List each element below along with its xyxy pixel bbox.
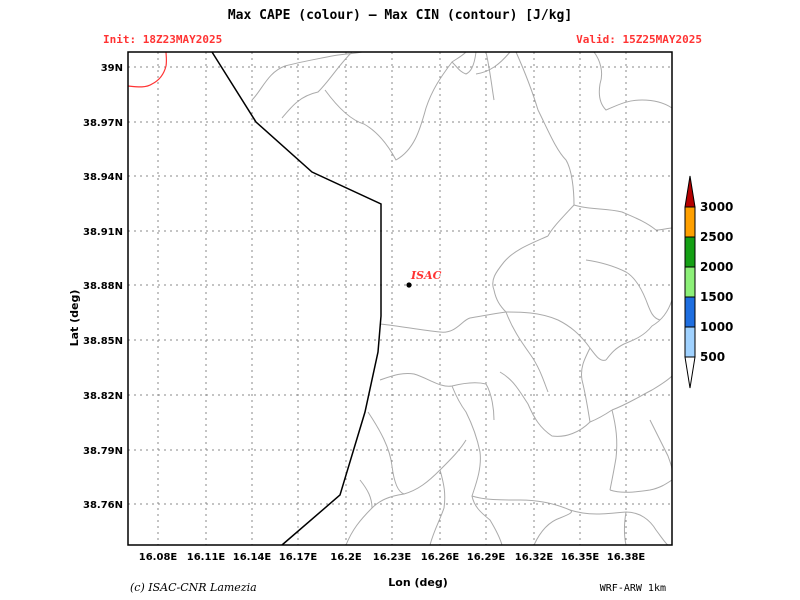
x-tick-label: 16.35E [561, 552, 600, 563]
y-tick-label: 38.91N [83, 227, 123, 238]
x-tick-label: 16.32E [515, 552, 554, 563]
y-tick-label: 38.85N [83, 336, 123, 347]
boundary-line [533, 509, 573, 546]
x-tick-label: 16.08E [139, 552, 178, 563]
colorbar-bin [684, 236, 696, 268]
boundary-line [581, 347, 591, 423]
boundary-line [429, 469, 446, 546]
colorbar-under-arrow [684, 356, 696, 389]
boundary-line [499, 371, 613, 437]
boundary-line [611, 375, 673, 411]
colorbar-over-arrow [684, 175, 696, 208]
site-label: ISAC [410, 269, 442, 282]
boundary-line [451, 51, 477, 75]
boundary-line [281, 51, 353, 119]
boundary-line [605, 299, 673, 361]
boundary-line [475, 51, 511, 75]
boundary-line [367, 411, 405, 495]
colorbar-label: 1000 [700, 320, 733, 334]
model-footer: WRF-ARW 1km [600, 583, 666, 594]
boundary-line [609, 479, 673, 493]
lat-gridlines [128, 66, 672, 505]
y-tick-label: 38.88N [83, 281, 123, 292]
x-tick-label: 16.26E [421, 552, 460, 563]
x-tick-label: 16.2E [330, 552, 362, 563]
plot-frame [127, 51, 673, 546]
y-tick-label: 38.76N [83, 500, 123, 511]
colorbar-labels: 3000 2500 2000 1500 1000 500 [700, 200, 733, 364]
colorbar [684, 175, 696, 389]
colorbar-label: 2500 [700, 230, 733, 244]
boundary-line [515, 51, 575, 237]
boundary-line [609, 409, 618, 491]
copyright-footer: (c) ISAC-CNR Lamezia [130, 581, 257, 594]
y-axis-label: Lat (deg) [68, 290, 81, 347]
y-tick-label: 38.79N [83, 446, 123, 457]
colorbar-bin [684, 266, 696, 298]
municipal-boundaries [251, 51, 673, 546]
boundary-line [251, 51, 363, 101]
y-tick-label: 39N [101, 63, 123, 74]
boundary-line [492, 235, 549, 313]
plot-background [128, 52, 672, 545]
y-tick-label: 38.82N [83, 391, 123, 402]
coastline [211, 51, 382, 546]
colorbar-label: 2000 [700, 260, 733, 274]
boundary-line [585, 259, 661, 321]
plot-area: ISAC [127, 51, 673, 546]
x-axis-label: Lon (deg) [388, 576, 448, 589]
y-axis: 39N 38.97N 38.94N 38.91N 38.88N 38.85N 3… [68, 63, 123, 511]
boundary-line [573, 204, 673, 231]
x-tick-label: 16.29E [467, 552, 506, 563]
init-time-label: Init: 18Z23MAY2025 [103, 33, 222, 46]
lon-gridlines [157, 52, 627, 545]
site-marker-dot [406, 282, 412, 288]
boundary-line [471, 495, 669, 546]
x-tick-label: 16.11E [187, 552, 226, 563]
boundary-line [485, 51, 495, 101]
colorbar-bin [684, 326, 696, 358]
boundary-line [451, 385, 503, 546]
boundary-line [505, 311, 549, 393]
colorbar-label: 500 [700, 350, 725, 364]
x-tick-label: 16.23E [373, 552, 412, 563]
map-title: Max CAPE (colour) — Max CIN (contour) [J… [228, 8, 572, 23]
y-tick-label: 38.97N [83, 118, 123, 129]
boundary-line [593, 51, 673, 111]
boundary-line [624, 511, 627, 546]
x-tick-label: 16.14E [233, 552, 272, 563]
x-tick-label: 16.17E [279, 552, 318, 563]
colorbar-bin [684, 296, 696, 328]
colorbar-label: 3000 [700, 200, 733, 214]
x-axis: 16.08E 16.11E 16.14E 16.17E 16.2E 16.23E… [139, 552, 646, 589]
valid-time-label: Valid: 15Z25MAY2025 [576, 33, 702, 46]
colorbar-bin [684, 206, 696, 238]
y-tick-label: 38.94N [83, 172, 123, 183]
x-tick-label: 16.38E [607, 552, 646, 563]
cin-contour [127, 51, 168, 88]
boundary-line [359, 479, 373, 509]
colorbar-label: 1500 [700, 290, 733, 304]
boundary-line [324, 51, 467, 161]
